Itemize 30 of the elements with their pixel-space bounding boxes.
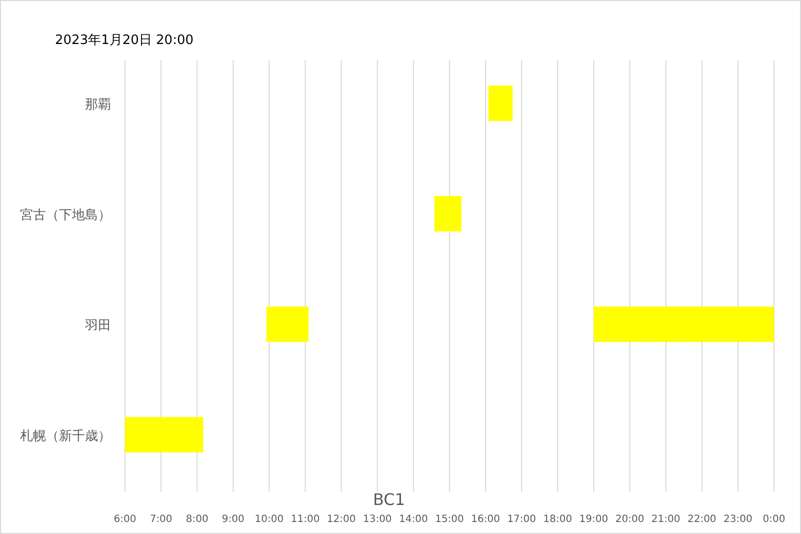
x-tick-label: 14:00	[399, 514, 428, 525]
x-tick-label: 15:00	[435, 514, 464, 525]
chart-title: 2023年1月20日 20:00	[55, 33, 194, 48]
bar	[488, 86, 513, 121]
y-tick-label: 札幌（新千歳）	[20, 428, 111, 444]
x-axis-title: BC1	[372, 490, 406, 509]
x-tick-label: 12:00	[326, 514, 356, 525]
x-tick-label: 19:00	[579, 514, 608, 525]
bar	[594, 306, 774, 342]
x-tick-label: 17:00	[507, 514, 536, 525]
x-tick-label: 6:00	[114, 514, 136, 525]
x-tick-label: 13:00	[362, 514, 392, 525]
y-tick-label: 那覇	[85, 97, 111, 112]
x-tick-label: 23:00	[724, 514, 752, 525]
y-tick-label: 宮古（下地島）	[20, 206, 111, 223]
x-tick-label: 11:00	[290, 514, 320, 525]
x-tick-label: 16:00	[471, 514, 500, 525]
bar	[125, 417, 204, 452]
x-tick-label: 20:00	[615, 514, 644, 525]
x-tick-label: 10:00	[254, 514, 284, 525]
x-tick-label: 8:00	[186, 514, 208, 525]
y-tick-label: 羽田	[84, 318, 111, 334]
x-tick-label: 22:00	[687, 514, 716, 525]
x-tick-label: 21:00	[651, 514, 680, 525]
x-tick-label: 9:00	[222, 514, 244, 525]
bar	[434, 196, 462, 232]
bar	[266, 306, 309, 342]
x-tick-label: 0:00	[762, 514, 786, 525]
x-tick-label: 18:00	[543, 514, 572, 525]
x-tick-label: 7:00	[150, 514, 172, 525]
